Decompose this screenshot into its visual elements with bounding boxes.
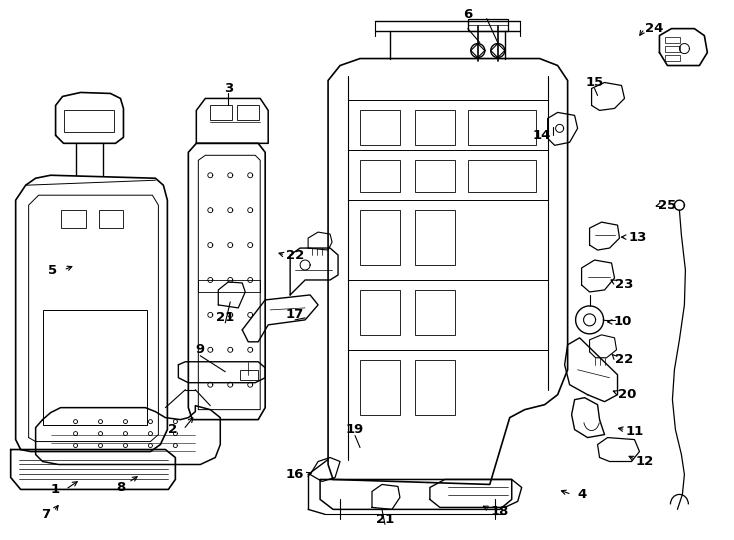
Bar — [360, 360, 400, 415]
Text: 19: 19 — [346, 423, 364, 436]
Text: 22: 22 — [615, 353, 633, 366]
Text: 9: 9 — [196, 343, 205, 356]
Text: 6: 6 — [463, 8, 473, 21]
Bar — [211, 105, 232, 120]
Bar — [468, 110, 536, 145]
Text: 2: 2 — [168, 423, 177, 436]
Text: 17: 17 — [286, 308, 305, 321]
Text: 24: 24 — [645, 22, 664, 35]
Bar — [237, 105, 259, 120]
Text: 13: 13 — [628, 231, 647, 244]
Bar — [415, 290, 455, 335]
Text: 22: 22 — [286, 248, 305, 261]
Bar — [666, 37, 680, 43]
Text: 10: 10 — [614, 315, 632, 328]
Bar — [666, 45, 680, 51]
Text: 12: 12 — [636, 455, 653, 468]
Bar — [415, 360, 455, 415]
Text: 1: 1 — [51, 483, 60, 496]
Text: 15: 15 — [586, 76, 603, 89]
Text: 11: 11 — [625, 425, 644, 438]
Text: 4: 4 — [577, 488, 586, 501]
Bar — [198, 280, 260, 292]
Text: 14: 14 — [532, 129, 550, 142]
Text: 8: 8 — [116, 481, 125, 494]
Bar — [468, 160, 536, 192]
Bar — [360, 290, 400, 335]
Bar — [666, 55, 680, 60]
Bar — [415, 210, 455, 265]
Bar — [415, 110, 455, 145]
Bar — [468, 19, 508, 31]
Bar — [240, 370, 258, 380]
Text: 23: 23 — [615, 279, 633, 292]
Text: 18: 18 — [490, 505, 509, 518]
Text: 5: 5 — [48, 264, 57, 276]
Bar — [43, 310, 148, 424]
Bar — [360, 210, 400, 265]
Bar — [415, 160, 455, 192]
Text: 3: 3 — [224, 82, 233, 95]
Bar — [98, 210, 123, 228]
Text: 21: 21 — [376, 513, 394, 526]
Bar — [64, 110, 115, 132]
Text: 16: 16 — [286, 468, 305, 481]
Bar — [61, 210, 86, 228]
Bar — [360, 160, 400, 192]
Bar — [360, 110, 400, 145]
Text: 20: 20 — [618, 388, 636, 401]
Text: 7: 7 — [41, 508, 50, 521]
Text: 21: 21 — [216, 312, 234, 325]
Text: 25: 25 — [658, 199, 677, 212]
